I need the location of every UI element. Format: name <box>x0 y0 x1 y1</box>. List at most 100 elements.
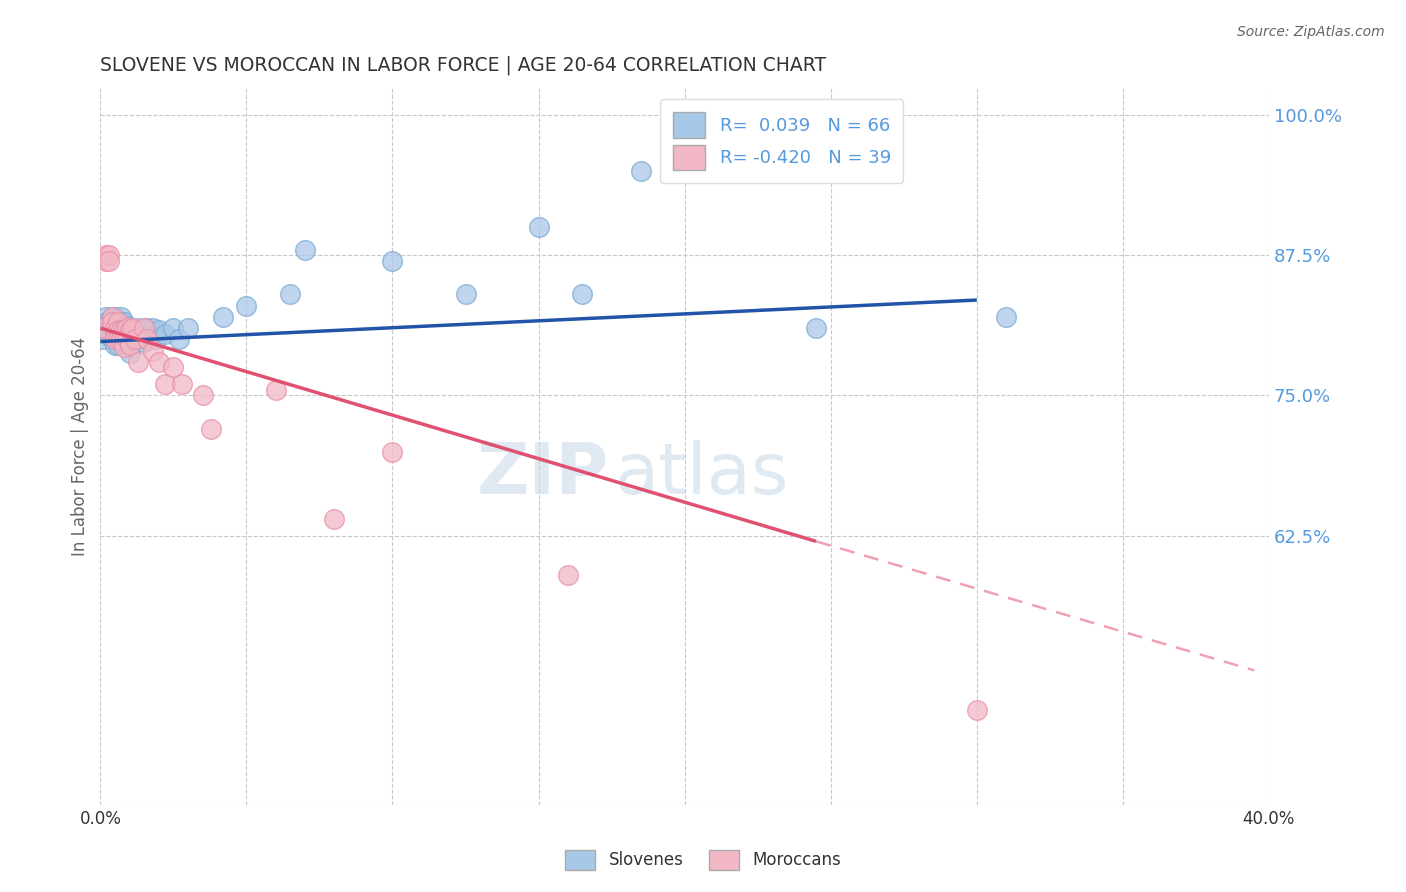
Point <box>148 355 170 369</box>
Point <box>200 422 222 436</box>
Point <box>101 316 124 330</box>
Text: Source: ZipAtlas.com: Source: ZipAtlas.com <box>1237 25 1385 39</box>
Point <box>278 287 301 301</box>
Point <box>112 340 135 354</box>
Point <box>96 316 118 330</box>
Point <box>107 318 129 333</box>
Point <box>134 321 156 335</box>
Point <box>145 332 167 346</box>
Point <box>115 334 138 349</box>
Point <box>136 332 159 346</box>
Point <box>101 323 124 337</box>
Text: atlas: atlas <box>614 440 789 509</box>
Point <box>91 321 114 335</box>
Point <box>101 332 124 346</box>
Point <box>129 323 152 337</box>
Point <box>98 326 121 341</box>
Point <box>381 444 404 458</box>
Point <box>136 321 159 335</box>
Point <box>323 512 346 526</box>
Point <box>118 338 141 352</box>
Point <box>110 334 132 349</box>
Point <box>98 316 121 330</box>
Point <box>191 388 214 402</box>
Point <box>235 299 257 313</box>
Legend: R=  0.039   N = 66, R= -0.420   N = 39: R= 0.039 N = 66, R= -0.420 N = 39 <box>659 99 904 183</box>
Point <box>115 318 138 333</box>
Point <box>571 287 593 301</box>
Point <box>527 220 550 235</box>
Point <box>127 355 149 369</box>
Point <box>630 164 652 178</box>
Point <box>118 323 141 337</box>
Point <box>118 346 141 360</box>
Point <box>121 323 143 337</box>
Point <box>212 310 235 324</box>
Point <box>177 321 200 335</box>
Point <box>124 326 146 341</box>
Point <box>172 377 194 392</box>
Point <box>110 332 132 346</box>
Point <box>127 332 149 346</box>
Point <box>104 321 127 335</box>
Point <box>966 703 988 717</box>
Point <box>96 321 118 335</box>
Text: ZIP: ZIP <box>477 440 609 509</box>
Point <box>101 310 124 324</box>
Point <box>107 338 129 352</box>
Point <box>112 323 135 337</box>
Point <box>115 321 138 335</box>
Point <box>104 323 127 337</box>
Text: SLOVENE VS MOROCCAN IN LABOR FORCE | AGE 20-64 CORRELATION CHART: SLOVENE VS MOROCCAN IN LABOR FORCE | AGE… <box>100 55 827 75</box>
Point <box>112 321 135 335</box>
Point <box>118 321 141 335</box>
Point <box>118 332 141 346</box>
Point <box>294 243 316 257</box>
Point <box>167 332 190 346</box>
Point <box>381 253 404 268</box>
Point <box>96 248 118 262</box>
Point <box>104 310 127 324</box>
Point <box>454 287 477 301</box>
Point <box>124 332 146 346</box>
Point <box>153 377 176 392</box>
Point <box>104 326 127 341</box>
Point <box>264 383 287 397</box>
Y-axis label: In Labor Force | Age 20-64: In Labor Force | Age 20-64 <box>72 336 89 556</box>
Point <box>107 316 129 330</box>
Point <box>110 323 132 337</box>
Point <box>115 326 138 341</box>
Point <box>112 316 135 330</box>
Point <box>804 321 827 335</box>
Point <box>134 323 156 337</box>
Point <box>148 323 170 337</box>
Point <box>557 568 579 582</box>
Point <box>91 332 114 346</box>
Point <box>104 332 127 346</box>
Point <box>107 316 129 330</box>
Point <box>142 321 165 335</box>
Point <box>96 310 118 324</box>
Point <box>110 321 132 335</box>
Point <box>121 321 143 335</box>
Point <box>110 326 132 341</box>
Point <box>98 248 121 262</box>
Point <box>104 332 127 346</box>
Point <box>107 332 129 346</box>
Point <box>112 332 135 346</box>
Point <box>112 332 135 346</box>
Point <box>162 321 184 335</box>
Point <box>96 253 118 268</box>
Point <box>118 338 141 352</box>
Point <box>142 343 165 358</box>
Point <box>107 323 129 337</box>
Point <box>118 326 141 341</box>
Point <box>134 334 156 349</box>
Point <box>107 332 129 346</box>
Point <box>995 310 1018 324</box>
Point <box>104 316 127 330</box>
Point <box>101 310 124 324</box>
Point <box>101 318 124 333</box>
Point <box>110 310 132 324</box>
Point <box>112 326 135 341</box>
